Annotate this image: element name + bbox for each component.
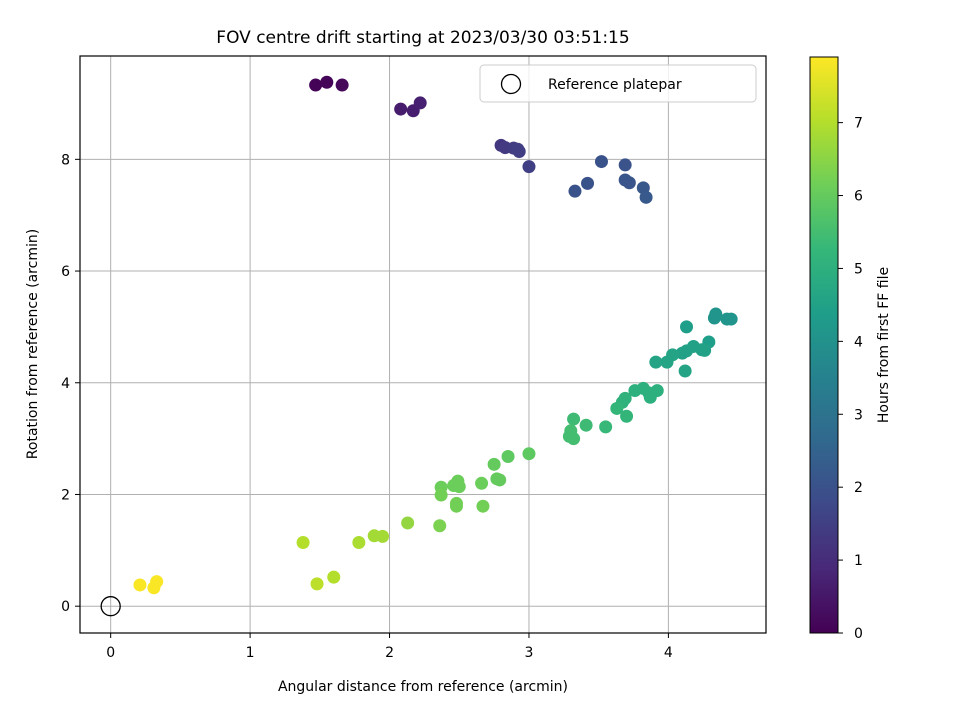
x-axis-ticks: 0 1 2 3 4	[106, 633, 673, 661]
y-axis-ticks: 0 2 4 6 8	[61, 152, 80, 615]
data-point	[413, 96, 427, 110]
legend: Reference platepar	[479, 64, 757, 103]
reference-marker	[100, 596, 121, 617]
data-point	[501, 449, 515, 463]
data-point	[147, 581, 161, 595]
data-point	[678, 364, 692, 378]
data-point	[475, 476, 489, 490]
x-tick-label: 1	[246, 645, 255, 661]
data-point	[649, 355, 663, 369]
y-tick-label: 2	[61, 487, 70, 503]
y-axis-label: Rotation from reference (arcmin)	[25, 229, 41, 459]
data-point	[599, 420, 613, 434]
y-tick-label: 6	[61, 264, 70, 280]
data-point	[522, 447, 536, 461]
colorbar-tick-label: 6	[854, 189, 863, 205]
data-point	[309, 78, 323, 92]
data-point	[487, 457, 501, 471]
data-point	[680, 320, 694, 334]
data-point	[452, 480, 466, 494]
x-tick-label: 4	[664, 645, 673, 661]
data-point	[296, 536, 310, 550]
colorbar-tick-label: 5	[854, 261, 863, 277]
data-point	[401, 516, 415, 530]
data-point	[376, 529, 390, 543]
data-point	[643, 390, 657, 404]
legend-label: Reference platepar	[548, 77, 682, 93]
legend-marker-icon	[500, 73, 522, 95]
data-point	[568, 184, 582, 198]
data-point	[522, 160, 536, 174]
data-point	[394, 102, 408, 116]
data-point	[476, 499, 490, 513]
colorbar-ticks: 0 1 2 3 4 5 6 7	[838, 116, 863, 642]
y-tick-label: 0	[61, 599, 70, 615]
data-point	[310, 577, 324, 591]
x-tick-label: 0	[106, 645, 115, 661]
x-tick-label: 2	[385, 645, 394, 661]
data-point	[433, 519, 447, 533]
data-point	[579, 418, 593, 432]
plot-frame	[79, 55, 767, 634]
data-point	[434, 488, 448, 502]
data-point	[594, 155, 608, 169]
data-point	[352, 536, 366, 550]
colorbar-gradient	[809, 56, 839, 634]
legend-box	[479, 64, 757, 103]
data-point	[724, 312, 738, 326]
grid-lines	[80, 56, 766, 633]
colorbar-tick-label: 1	[854, 553, 863, 569]
data-point	[581, 176, 595, 190]
colorbar-tick-label: 3	[854, 407, 863, 423]
data-point	[618, 158, 632, 172]
colorbar-tick-label: 2	[854, 480, 863, 496]
data-point	[620, 409, 634, 423]
data-point	[660, 355, 674, 369]
data-point	[698, 343, 712, 357]
data-point	[567, 432, 581, 446]
data-point	[610, 401, 624, 415]
data-point	[639, 190, 653, 204]
data-point	[493, 473, 507, 487]
colorbar: 0 1 2 3 4 5 6 7 Hours from first FF file	[809, 56, 892, 642]
data-point	[675, 346, 689, 360]
data-point	[320, 75, 334, 89]
colorbar-label: Hours from first FF file	[876, 267, 892, 423]
colorbar-tick-label: 0	[854, 626, 863, 642]
data-point	[622, 176, 636, 190]
y-tick-label: 8	[61, 152, 70, 168]
data-point	[327, 570, 341, 584]
data-point	[449, 499, 463, 513]
data-point	[567, 412, 581, 426]
data-point	[707, 311, 721, 325]
data-point	[335, 78, 349, 92]
colorbar-tick-label: 7	[854, 116, 863, 132]
colorbar-tick-label: 4	[854, 334, 863, 350]
data-points	[133, 75, 738, 595]
data-point	[511, 142, 525, 156]
chart-title: FOV centre drift starting at 2023/03/30 …	[216, 28, 629, 48]
x-axis-label: Angular distance from reference (arcmin)	[278, 679, 568, 695]
data-point	[133, 578, 147, 592]
x-tick-label: 3	[525, 645, 534, 661]
reference-marker-layer	[100, 596, 121, 617]
y-tick-label: 4	[61, 376, 70, 392]
